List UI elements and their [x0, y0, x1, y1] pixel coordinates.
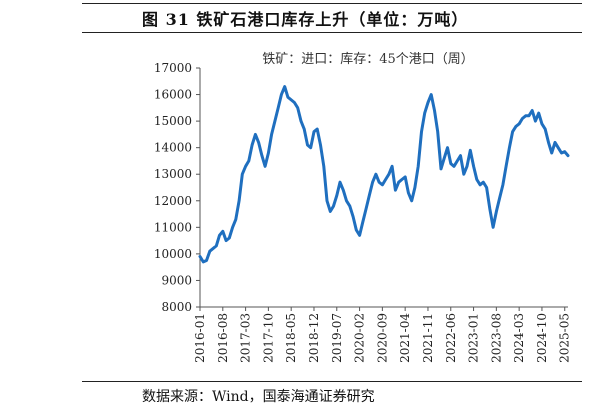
x-tick-label: 2024-03: [512, 313, 526, 363]
line-chart: 8000 9000 10000 11000 12000 13000 14000 15000 16…: [154, 51, 572, 363]
y-tick-label: 8000: [161, 300, 192, 314]
x-tick-label: 2023-01: [467, 313, 481, 363]
x-tick-label: 2019-07: [330, 313, 344, 363]
x-tick-label: 2017-10: [261, 313, 275, 363]
y-tick-label: 15000: [154, 114, 192, 128]
x-tick-label: 2025-05: [558, 313, 572, 363]
figure-title: 图 31 铁矿石港口库存上升（单位：万吨）: [142, 10, 469, 29]
x-tick-label: 2024-10: [535, 313, 549, 363]
x-tick-label: 2020-02: [353, 313, 367, 363]
x-tick-label: 2022-06: [444, 313, 458, 363]
x-axis: 2016-01 2016-08 2017-03 2017-10 2018-05 2018-…: [193, 306, 572, 363]
y-tick-label: 11000: [154, 220, 192, 234]
x-tick-label: 2020-09: [375, 313, 389, 363]
x-tick-label: 2018-12: [307, 313, 321, 363]
x-tick-label: 2016-01: [193, 313, 207, 363]
top-rule: [82, 3, 582, 4]
bottom-rule: [82, 381, 582, 382]
x-tick-label: 2017-03: [239, 313, 253, 363]
y-tick-label: 14000: [154, 141, 192, 155]
y-tick-label: 17000: [154, 61, 192, 75]
y-tick-label: 16000: [154, 88, 192, 102]
y-tick-label: 13000: [154, 167, 192, 181]
x-tick-label: 2021-11: [421, 313, 435, 363]
y-axis: 8000 9000 10000 11000 12000 13000 14000 15000 16…: [154, 61, 201, 314]
x-tick-label: 2021-04: [398, 313, 412, 363]
x-tick-label: 2023-08: [489, 313, 503, 363]
source-note: 数据来源：Wind，国泰海通证券研究: [142, 389, 375, 405]
title-rule: [82, 32, 582, 33]
y-tick-label: 9000: [161, 273, 192, 287]
y-tick-label: 12000: [154, 194, 192, 208]
legend-label: 铁矿：进口：库存：45个港口（周）: [262, 51, 474, 67]
series-line: [198, 85, 570, 264]
x-tick-label: 2016-08: [216, 313, 230, 363]
y-tick-label: 10000: [154, 247, 192, 261]
x-tick-label: 2018-05: [284, 313, 298, 363]
